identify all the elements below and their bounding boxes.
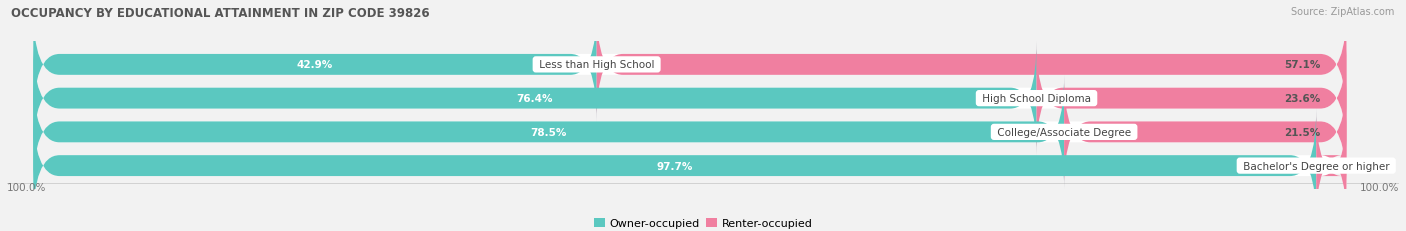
FancyBboxPatch shape — [34, 42, 1347, 155]
Text: 21.5%: 21.5% — [1284, 127, 1320, 137]
FancyBboxPatch shape — [34, 76, 1347, 189]
Text: Source: ZipAtlas.com: Source: ZipAtlas.com — [1291, 7, 1395, 17]
FancyBboxPatch shape — [1064, 76, 1347, 189]
FancyBboxPatch shape — [34, 76, 1064, 189]
Text: High School Diploma: High School Diploma — [979, 94, 1094, 104]
FancyBboxPatch shape — [34, 8, 596, 122]
Text: OCCUPANCY BY EDUCATIONAL ATTAINMENT IN ZIP CODE 39826: OCCUPANCY BY EDUCATIONAL ATTAINMENT IN Z… — [11, 7, 430, 20]
Text: 23.6%: 23.6% — [1284, 94, 1320, 104]
Text: 57.1%: 57.1% — [1284, 60, 1320, 70]
FancyBboxPatch shape — [1036, 42, 1347, 155]
Text: 100.0%: 100.0% — [1360, 182, 1399, 192]
Text: College/Associate Degree: College/Associate Degree — [994, 127, 1135, 137]
FancyBboxPatch shape — [34, 8, 1347, 122]
Legend: Owner-occupied, Renter-occupied: Owner-occupied, Renter-occupied — [593, 218, 813, 228]
FancyBboxPatch shape — [34, 109, 1347, 223]
Text: 100.0%: 100.0% — [7, 182, 46, 192]
Text: Bachelor's Degree or higher: Bachelor's Degree or higher — [1240, 161, 1393, 171]
Text: 78.5%: 78.5% — [530, 127, 567, 137]
Text: 2.3%: 2.3% — [1360, 161, 1389, 171]
Text: Less than High School: Less than High School — [536, 60, 658, 70]
Text: 42.9%: 42.9% — [297, 60, 333, 70]
FancyBboxPatch shape — [1316, 109, 1347, 223]
Text: 76.4%: 76.4% — [516, 94, 553, 104]
FancyBboxPatch shape — [596, 8, 1347, 122]
FancyBboxPatch shape — [34, 109, 1316, 223]
Text: 97.7%: 97.7% — [657, 161, 693, 171]
FancyBboxPatch shape — [34, 42, 1036, 155]
